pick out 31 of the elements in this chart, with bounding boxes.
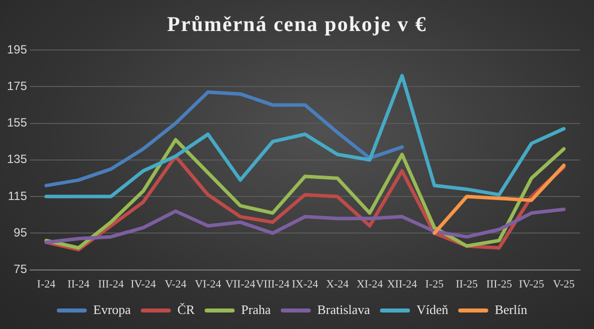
y-tick-label: 115	[8, 188, 28, 203]
legend-label: ČR	[177, 302, 195, 317]
x-tick-label: III-24	[98, 278, 124, 290]
x-tick-label: II-24	[68, 278, 90, 290]
x-tick-label: XII-24	[387, 278, 418, 290]
x-tick-label: VII-24	[225, 278, 256, 290]
y-tick-label: 175	[6, 78, 28, 93]
x-tick-label: IX-24	[292, 278, 319, 290]
x-tick-label: I-25	[425, 278, 444, 290]
x-tick-label: V-25	[553, 278, 576, 290]
y-tick-label: 195	[6, 42, 28, 56]
y-tick-label: 135	[6, 152, 28, 166]
legend-label: Praha	[241, 302, 271, 317]
x-tick-label: VIII-24	[256, 278, 290, 290]
x-tick-label: I-24	[37, 278, 56, 290]
chart-title: Průměrná cena pokoje v €	[166, 12, 428, 37]
x-tick-label: V-24	[164, 278, 187, 290]
legend-label: Bratislava	[317, 302, 370, 317]
y-tick-label: 95	[14, 225, 28, 240]
x-tick-label: VI-24	[194, 278, 222, 290]
x-tick-label: XI-24	[356, 278, 384, 290]
x-tick-label: X-24	[326, 278, 350, 290]
x-tick-label: IV-25	[518, 278, 545, 290]
x-tick-label: III-25	[486, 278, 512, 290]
y-tick-label: 75	[14, 262, 28, 276]
legend-label: Evropa	[93, 302, 132, 317]
legend-label: Berlín	[494, 302, 528, 317]
legend-label: Vídeň	[416, 302, 449, 317]
x-tick-label: IV-24	[130, 278, 156, 290]
x-tick-label: II-25	[456, 278, 478, 290]
y-tick-label: 155	[6, 116, 28, 130]
